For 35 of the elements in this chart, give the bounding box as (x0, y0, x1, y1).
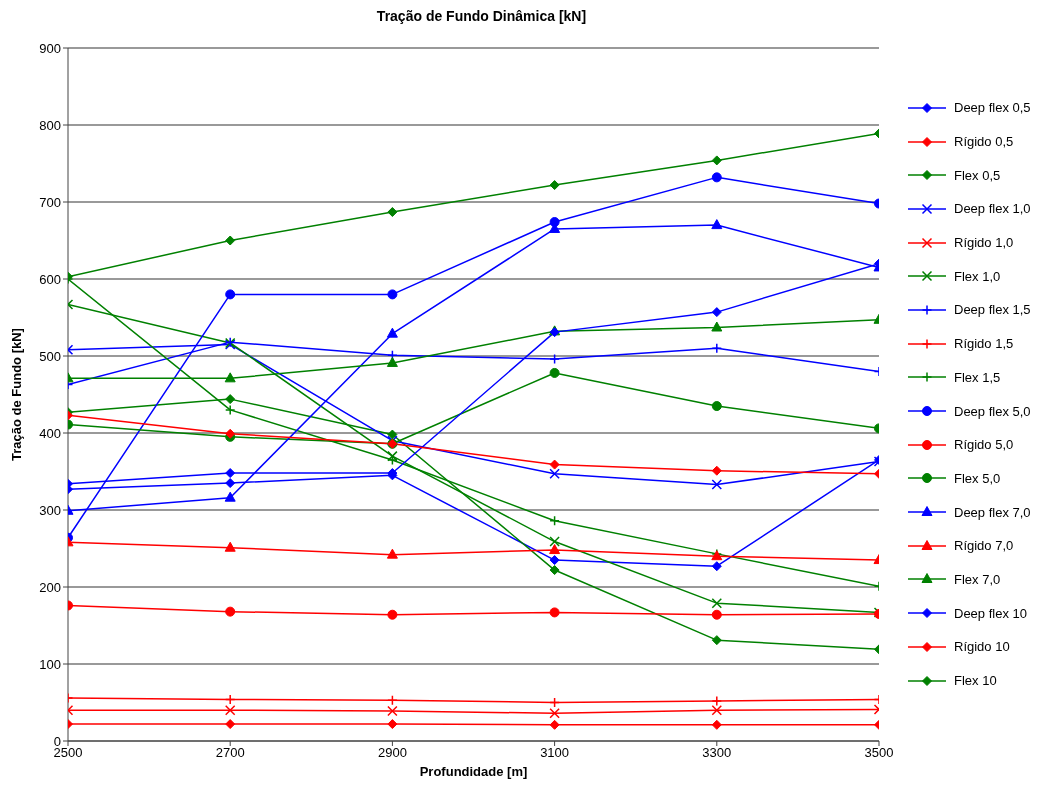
x-tick-label: 2900 (377, 745, 407, 761)
y-tick-label: 700 (39, 194, 61, 210)
legend-label: Deep flex 1,0 (954, 201, 1031, 217)
y-tick-label: 600 (39, 271, 61, 287)
legend-label: Deep flex 0,5 (954, 100, 1031, 116)
legend-label: Rígido 7,0 (954, 538, 1014, 554)
y-tick-label: 900 (39, 40, 61, 56)
y-tick-label: 800 (39, 117, 61, 133)
x-tick-label: 3300 (702, 745, 732, 761)
y-tick-label: 200 (39, 579, 61, 595)
legend-label: Rígido 10 (954, 639, 1010, 655)
x-tick-label: 3500 (864, 745, 894, 761)
x-tick-label: 2700 (215, 745, 245, 761)
legend-label: Flex 0,5 (954, 167, 1001, 183)
legend-label: Flex 1,0 (954, 268, 1001, 284)
legend-label: Flex 1,5 (954, 369, 1001, 385)
legend-label: Flex 7,0 (954, 571, 1001, 587)
chart-title: Tração de Fundo Dinâmica [kN] (375, 8, 588, 24)
x-tick-label: 3100 (540, 745, 570, 761)
legend-label: Rígido 1,5 (954, 336, 1014, 352)
legend-label: Rígido 0,5 (954, 134, 1014, 150)
legend-label: Rígido 5,0 (954, 437, 1014, 453)
y-tick-label: 300 (39, 502, 61, 518)
x-axis-title: Profundidade [m] (419, 764, 528, 779)
legend-label: Flex 5,0 (954, 470, 1001, 486)
y-tick-label: 400 (39, 425, 61, 441)
y-tick-label: 100 (39, 656, 61, 672)
legend-label: Deep flex 10 (954, 605, 1027, 621)
legend-label: Rígido 1,0 (954, 235, 1014, 251)
legend-label: Flex 10 (954, 673, 997, 689)
y-tick-label: 500 (39, 348, 61, 364)
legend-label: Deep flex 5,0 (954, 403, 1031, 419)
y-axis-title: Tração de Fundo [kN] (8, 328, 24, 461)
legend-label: Deep flex 7,0 (954, 504, 1031, 520)
legend-label: Deep flex 1,5 (954, 302, 1031, 318)
